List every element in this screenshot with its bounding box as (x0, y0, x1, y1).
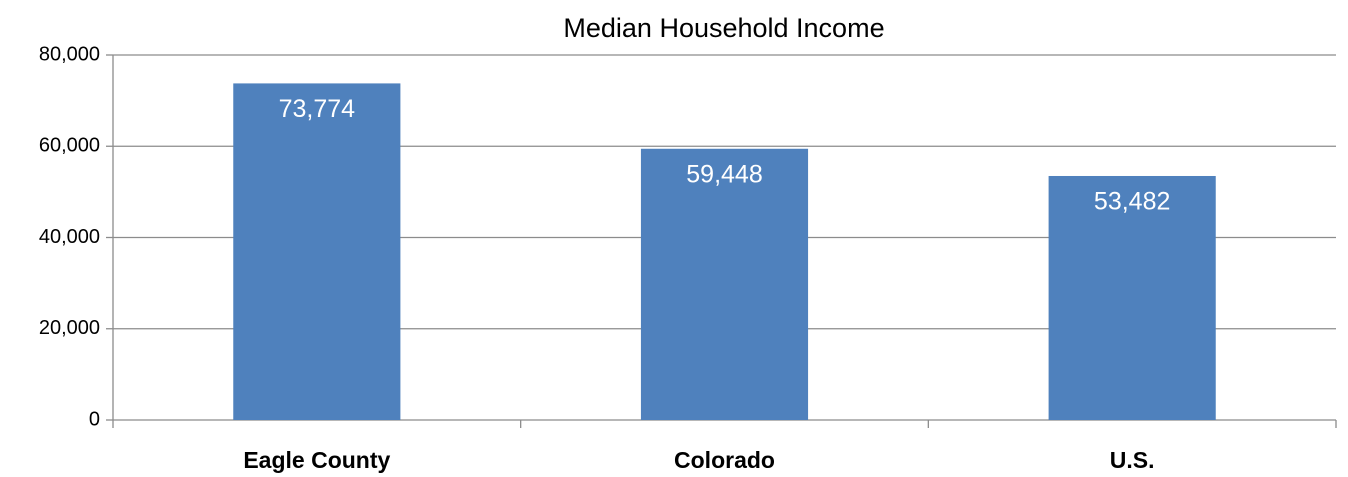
x-tick-label: Colorado (674, 447, 775, 473)
data-label: 53,482 (1094, 188, 1170, 216)
chart-title: Median Household Income (563, 13, 884, 43)
data-label: 73,774 (279, 95, 356, 123)
bar (640, 148, 809, 420)
x-tick-label: Eagle County (243, 447, 390, 473)
y-tick-label: 0 (89, 408, 100, 430)
y-tick-label: 80,000 (39, 43, 100, 65)
bar (1048, 175, 1216, 420)
x-tick-label: U.S. (1110, 447, 1155, 473)
data-label: 59,448 (686, 160, 762, 188)
y-tick-label: 40,000 (39, 226, 100, 248)
y-tick-label: 20,000 (39, 317, 100, 339)
y-tick-label: 60,000 (39, 135, 100, 157)
bar (233, 83, 401, 420)
